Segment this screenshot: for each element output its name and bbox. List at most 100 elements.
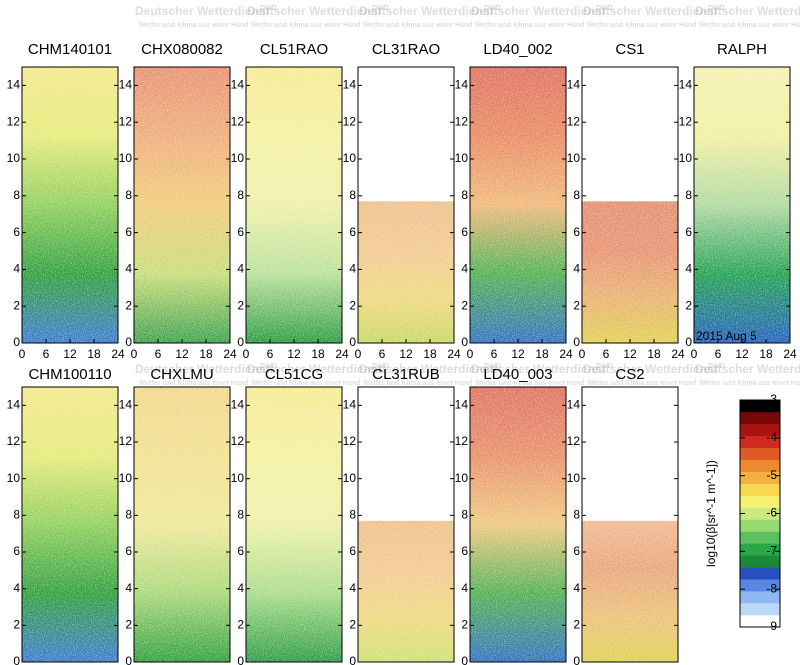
x-tick-label: 6 xyxy=(715,347,722,361)
watermark-subtitle: Wetter und Klima aus einer Hand xyxy=(587,380,697,387)
y-tick-label: 6 xyxy=(573,225,580,239)
y-tick-label: 4 xyxy=(461,262,468,276)
y-tick-label: 4 xyxy=(349,581,356,595)
y-tick-label: 4 xyxy=(237,262,244,276)
y-tick-label: 6 xyxy=(237,544,244,558)
y-tick-label: 12 xyxy=(119,114,133,128)
y-tick-label: 10 xyxy=(7,151,21,165)
watermark: Deutscher Wetterdienst Wetter und Klima a… xyxy=(135,4,800,387)
y-tick-label: 12 xyxy=(567,114,581,128)
panel-title: CL51RAO xyxy=(260,41,328,58)
x-tick-label: 18 xyxy=(647,347,661,361)
y-tick-label: 0 xyxy=(237,335,244,349)
y-tick-label: 12 xyxy=(455,434,469,448)
x-tick-label: 12 xyxy=(63,347,77,361)
x-tick-label: 6 xyxy=(155,347,162,361)
watermark-subtitle: Wetter und Klima aus einer Hand xyxy=(251,380,361,387)
x-tick-label: 24 xyxy=(671,347,685,361)
colorbar-tick-label: -7 xyxy=(766,544,777,558)
y-tick-label: 10 xyxy=(7,471,21,485)
y-tick-label: 4 xyxy=(573,262,580,276)
y-tick-label: 4 xyxy=(461,581,468,595)
y-tick-label: 6 xyxy=(573,544,580,558)
watermark-title: Deutscher Wetterdienst xyxy=(583,4,717,18)
y-tick-label: 12 xyxy=(231,434,245,448)
colorbar-tick-label: -3 xyxy=(766,392,777,406)
y-tick-label: 0 xyxy=(461,654,468,665)
y-tick-label: 10 xyxy=(343,471,357,485)
x-tick-label: 18 xyxy=(535,347,549,361)
y-tick-label: 8 xyxy=(13,188,20,202)
y-tick-label: 6 xyxy=(13,225,20,239)
y-tick-label: 4 xyxy=(573,581,580,595)
y-tick-label: 14 xyxy=(567,398,581,412)
colorbar-tick-label: -5 xyxy=(766,468,777,482)
plot-frame xyxy=(21,386,119,663)
y-tick-label: 2 xyxy=(13,618,20,632)
noise-texture xyxy=(470,387,566,662)
watermark-title: Deutscher Wetterdienst xyxy=(359,4,493,18)
noise-texture xyxy=(134,67,230,343)
y-tick-label: 12 xyxy=(231,114,245,128)
y-tick-label: 0 xyxy=(461,335,468,349)
colorbar-tick-label: -9 xyxy=(766,619,777,633)
watermark-logo: DWD xyxy=(484,363,501,370)
y-tick-label: 2 xyxy=(237,298,244,312)
x-tick-label: 0 xyxy=(19,347,26,361)
y-tick-label: 14 xyxy=(343,398,357,412)
watermark-title: Deutscher Wetterdienst xyxy=(471,362,605,376)
colorbar-band xyxy=(740,519,780,532)
x-tick-label: 0 xyxy=(243,347,250,361)
noise-texture xyxy=(246,387,342,662)
colorbar-band xyxy=(740,495,780,508)
y-tick-label: 2 xyxy=(125,618,132,632)
y-tick-label: 12 xyxy=(343,114,357,128)
x-tick-label: 18 xyxy=(87,347,101,361)
y-tick-label: 0 xyxy=(13,654,20,665)
panel-title: CHM100110 xyxy=(28,366,111,383)
y-tick-label: 8 xyxy=(13,508,20,522)
x-tick-label: 12 xyxy=(399,347,413,361)
watermark-subtitle: Wetter und Klima aus einer Hand xyxy=(363,22,473,29)
x-tick-label: 24 xyxy=(783,347,797,361)
panel-title: CHM140101 xyxy=(28,41,112,58)
noise-texture xyxy=(134,387,230,662)
colorbar-band xyxy=(740,423,780,437)
y-tick-label: 2 xyxy=(125,298,132,312)
noise-texture xyxy=(582,520,678,662)
colorbar-band xyxy=(740,555,780,568)
y-tick-label: 14 xyxy=(567,78,581,92)
watermark-subtitle: Wetter und Klima aus einer Hand xyxy=(139,22,249,29)
x-tick-label: 0 xyxy=(467,347,474,361)
noise-texture xyxy=(582,201,678,343)
y-tick-label: 10 xyxy=(679,151,693,165)
y-tick-label: 2 xyxy=(573,618,580,632)
x-tick-label: 12 xyxy=(287,347,301,361)
noise-texture xyxy=(22,67,118,343)
y-tick-label: 10 xyxy=(231,151,245,165)
watermark-title: Deutscher Wetterdienst xyxy=(135,4,269,18)
y-tick-label: 14 xyxy=(7,78,21,92)
y-tick-label: 8 xyxy=(461,188,468,202)
y-tick-label: 2 xyxy=(349,618,356,632)
y-tick-label: 14 xyxy=(343,78,357,92)
y-tick-label: 14 xyxy=(455,398,469,412)
y-tick-label: 6 xyxy=(685,225,692,239)
colorbar: -9 -8 -7 -6 -5 -4 -3 log10(β[sr^-1 m^-1]) xyxy=(704,392,781,633)
y-tick-label: 8 xyxy=(349,188,356,202)
watermark-logo: DWD xyxy=(372,363,389,370)
watermark-title: Deutscher Wetterdienst xyxy=(695,4,800,18)
y-tick-label: 14 xyxy=(119,398,133,412)
y-tick-label: 6 xyxy=(461,544,468,558)
watermark-logo: DWD xyxy=(708,5,725,12)
y-tick-label: 6 xyxy=(349,225,356,239)
y-tick-label: 8 xyxy=(237,188,244,202)
plot-frame xyxy=(245,386,343,663)
y-tick-label: 2 xyxy=(349,298,356,312)
